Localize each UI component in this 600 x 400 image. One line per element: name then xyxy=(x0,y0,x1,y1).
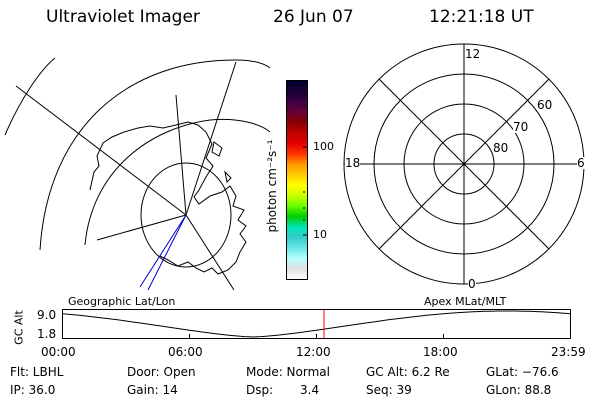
geographic-panel-label: Geographic Lat/Lon xyxy=(68,295,176,308)
meridian xyxy=(96,214,187,241)
mlt-line xyxy=(378,78,550,250)
mlat-label-70: 70 xyxy=(513,120,529,134)
observation-date: 26 Jun 07 xyxy=(273,7,354,27)
meridian xyxy=(15,85,187,216)
coastline xyxy=(224,170,232,184)
ip-status: IP: 36.0 xyxy=(10,383,56,397)
time-tick-2359: 23:59 xyxy=(551,345,586,359)
altitude-plot xyxy=(62,309,571,339)
colorbar-tick-100: 100 xyxy=(313,140,334,153)
gain-status: Gain: 14 xyxy=(127,383,178,397)
altitude-curve xyxy=(62,310,571,338)
dsp-value: 3.4 xyxy=(300,383,320,397)
instrument-title: Ultraviolet Imager xyxy=(46,7,200,27)
observation-time: 12:21:18 UT xyxy=(429,7,534,27)
geographic-longitude: GLon: 88.8 xyxy=(486,383,552,397)
mlt-label-12: 12 xyxy=(465,47,481,61)
latitude-circle xyxy=(140,162,232,268)
coastline xyxy=(211,141,223,157)
mlt-label-18: 18 xyxy=(345,156,361,170)
ground-track xyxy=(139,214,187,288)
sequence-status: Seq: 39 xyxy=(366,383,412,397)
time-tick-0600: 06:00 xyxy=(168,345,203,359)
colorbar xyxy=(286,80,308,280)
geographic-map xyxy=(4,57,270,291)
altitude-tick-max: 9.0 xyxy=(37,308,57,322)
ground-track xyxy=(147,214,187,291)
mode-status: Mode: Normal xyxy=(246,365,330,379)
colorbar-tick-10: 10 xyxy=(313,228,327,241)
filter-status: Flt: LBHL xyxy=(10,365,64,379)
colorbar-ticks xyxy=(303,93,307,236)
time-tick-1200: 12:00 xyxy=(296,345,331,359)
altitude-axis-title: GC Alt xyxy=(12,310,26,345)
door-status: Door: Open xyxy=(127,365,196,379)
latitude-circle xyxy=(4,57,56,136)
geographic-latitude: GLat: −76.6 xyxy=(486,365,559,379)
time-tick-1800: 18:00 xyxy=(423,345,458,359)
dsp-label: Dsp: xyxy=(246,383,274,397)
latitude-circle xyxy=(84,118,270,246)
meridian xyxy=(175,94,187,216)
mlat-label-80: 80 xyxy=(493,141,509,155)
coastline xyxy=(89,121,247,275)
meridian xyxy=(185,61,237,216)
meridian xyxy=(185,214,235,291)
apex-panel-label: Apex MLat/MLT xyxy=(424,295,507,308)
mlt-label-0: 0 xyxy=(468,277,476,291)
apex-polar-dial xyxy=(343,43,585,285)
altitude-tick-min: 1.8 xyxy=(37,327,57,341)
latitude-circle xyxy=(39,59,270,251)
colorbar-unit-label: photon cm⁻²s⁻¹ xyxy=(265,139,279,233)
time-tick-0000: 00:00 xyxy=(41,345,76,359)
mlat-label-60: 60 xyxy=(537,98,553,112)
altitude-plot-frame xyxy=(62,309,571,339)
mlt-label-6: 6 xyxy=(577,156,585,170)
gc-altitude-status: GC Alt: 6.2 Re xyxy=(366,365,450,379)
